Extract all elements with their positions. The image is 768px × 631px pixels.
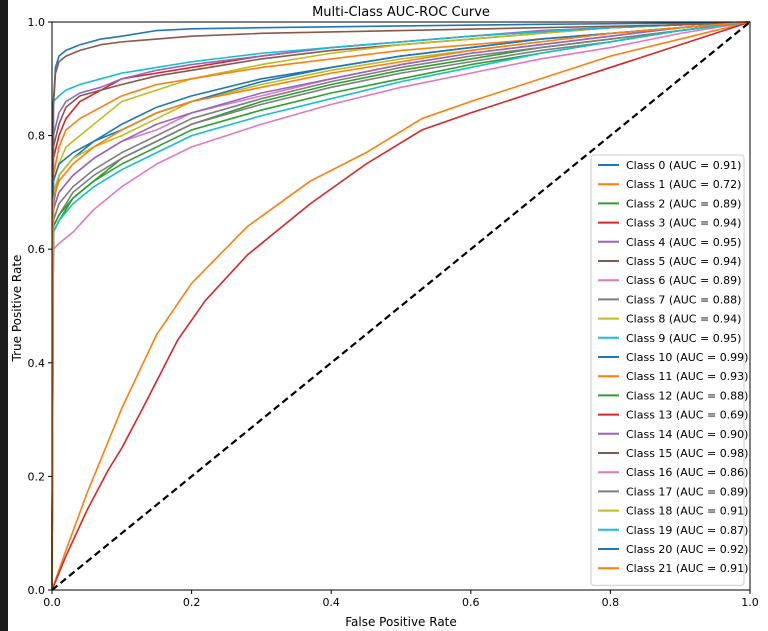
diagonal-layer	[51, 21, 751, 591]
roc-curve-class-16	[51, 21, 751, 591]
roc-curve-class-21	[51, 21, 751, 591]
roc-curve-class-15	[51, 21, 751, 591]
roc-curve-class-19	[51, 21, 751, 591]
legend-entry-label: Class 0 (AUC = 0.91)	[626, 159, 741, 172]
x-axis-label: False Positive Rate	[345, 615, 457, 629]
legend-entry-label: Class 9 (AUC = 0.95)	[626, 332, 741, 345]
axes: 0.0 0.2 0.4 0.6 0.8 1.0 0.0 0.2 0.4 0.6 0.8 1.0	[28, 16, 759, 609]
legend-entry-label: Class 12 (AUC = 0.88)	[626, 389, 748, 402]
legend-entry-label: Class 21 (AUC = 0.91)	[626, 562, 748, 575]
x-tick-label: 0.2	[183, 596, 201, 609]
legend-entry-label: Class 20 (AUC = 0.92)	[626, 543, 748, 556]
legend-box	[590, 154, 745, 586]
x-tick-label: 1.0	[741, 596, 759, 609]
y-tick-label: 0.4	[28, 357, 46, 370]
legend-entry-label: Class 3 (AUC = 0.94)	[626, 217, 741, 230]
roc-curve-class-17	[51, 21, 751, 591]
x-tick-label: 0.6	[462, 596, 480, 609]
legend-entry-label: Class 14 (AUC = 0.90)	[626, 428, 748, 441]
y-tick-label: 0.2	[28, 470, 46, 483]
y-tick-label: 1.0	[28, 16, 46, 29]
legend-entry-label: Class 4 (AUC = 0.95)	[626, 236, 741, 249]
x-tick-label: 0.8	[602, 596, 620, 609]
roc-curve-class-20	[51, 21, 751, 591]
roc-curves	[51, 21, 751, 591]
roc-curve-class-14	[51, 21, 751, 591]
y-tick-label: 0.0	[28, 584, 46, 597]
roc-curve-class-7	[51, 21, 751, 591]
legend-entry-label: Class 11 (AUC = 0.93)	[626, 370, 748, 383]
plot-frame	[51, 21, 751, 591]
legend-entry-label: Class 16 (AUC = 0.86)	[626, 466, 748, 479]
chance-diagonal-line	[51, 21, 751, 591]
legend-entry-label: Class 18 (AUC = 0.91)	[626, 505, 748, 518]
legend-entry-label: Class 13 (AUC = 0.69)	[626, 409, 748, 422]
roc-curve-class-13	[51, 21, 751, 591]
x-tick-label: 0.4	[322, 596, 340, 609]
roc-curve-class-1	[51, 21, 751, 591]
legend-entry-label: Class 15 (AUC = 0.98)	[626, 447, 748, 460]
legend-entry-label: Class 8 (AUC = 0.94)	[626, 313, 741, 326]
legend: Class 0 (AUC = 0.91) Class 1 (AUC = 0.72)…	[590, 154, 748, 586]
y-tick-label: 0.6	[28, 243, 46, 256]
left-edge-strip	[0, 0, 8, 631]
y-tick-label: 0.8	[28, 130, 46, 143]
x-tick-label: 0.0	[43, 596, 61, 609]
roc-curve-class-10	[51, 21, 751, 591]
y-axis-label: True Positive Rate	[10, 255, 24, 363]
chart-title: Multi-Class AUC-ROC Curve	[312, 5, 490, 20]
legend-entry-label: Class 6 (AUC = 0.89)	[626, 274, 741, 287]
legend-entry-label: Class 19 (AUC = 0.87)	[626, 524, 748, 537]
legend-entry-label: Class 1 (AUC = 0.72)	[626, 178, 741, 191]
legend-entry-label: Class 2 (AUC = 0.89)	[626, 197, 741, 210]
legend-entry-label: Class 5 (AUC = 0.94)	[626, 255, 741, 268]
roc-curve-class-9	[51, 21, 751, 591]
legend-entry-label: Class 7 (AUC = 0.88)	[626, 293, 741, 306]
legend-entry-label: Class 10 (AUC = 0.99)	[626, 351, 748, 364]
legend-entry-label: Class 17 (AUC = 0.89)	[626, 485, 748, 498]
